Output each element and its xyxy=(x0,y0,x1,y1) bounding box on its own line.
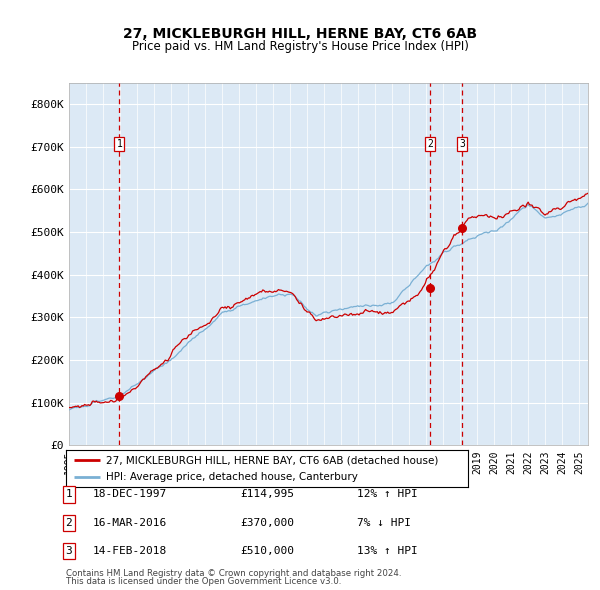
Text: 1: 1 xyxy=(116,139,122,149)
Text: HPI: Average price, detached house, Canterbury: HPI: Average price, detached house, Cant… xyxy=(106,473,358,482)
Text: 13% ↑ HPI: 13% ↑ HPI xyxy=(357,546,418,556)
Text: 18-DEC-1997: 18-DEC-1997 xyxy=(93,490,167,499)
Text: 3: 3 xyxy=(460,139,466,149)
Text: 1: 1 xyxy=(65,490,73,499)
Text: 27, MICKLEBURGH HILL, HERNE BAY, CT6 6AB: 27, MICKLEBURGH HILL, HERNE BAY, CT6 6AB xyxy=(123,27,477,41)
Text: This data is licensed under the Open Government Licence v3.0.: This data is licensed under the Open Gov… xyxy=(66,578,341,586)
Text: 2: 2 xyxy=(427,139,433,149)
Text: Price paid vs. HM Land Registry's House Price Index (HPI): Price paid vs. HM Land Registry's House … xyxy=(131,40,469,53)
Text: 16-MAR-2016: 16-MAR-2016 xyxy=(93,518,167,527)
Text: 3: 3 xyxy=(65,546,73,556)
Text: 2: 2 xyxy=(65,518,73,527)
Text: 12% ↑ HPI: 12% ↑ HPI xyxy=(357,490,418,499)
Text: 27, MICKLEBURGH HILL, HERNE BAY, CT6 6AB (detached house): 27, MICKLEBURGH HILL, HERNE BAY, CT6 6AB… xyxy=(106,455,439,465)
Text: £510,000: £510,000 xyxy=(240,546,294,556)
Text: Contains HM Land Registry data © Crown copyright and database right 2024.: Contains HM Land Registry data © Crown c… xyxy=(66,569,401,578)
Text: 14-FEB-2018: 14-FEB-2018 xyxy=(93,546,167,556)
Text: 7% ↓ HPI: 7% ↓ HPI xyxy=(357,518,411,527)
Text: £114,995: £114,995 xyxy=(240,490,294,499)
Text: £370,000: £370,000 xyxy=(240,518,294,527)
